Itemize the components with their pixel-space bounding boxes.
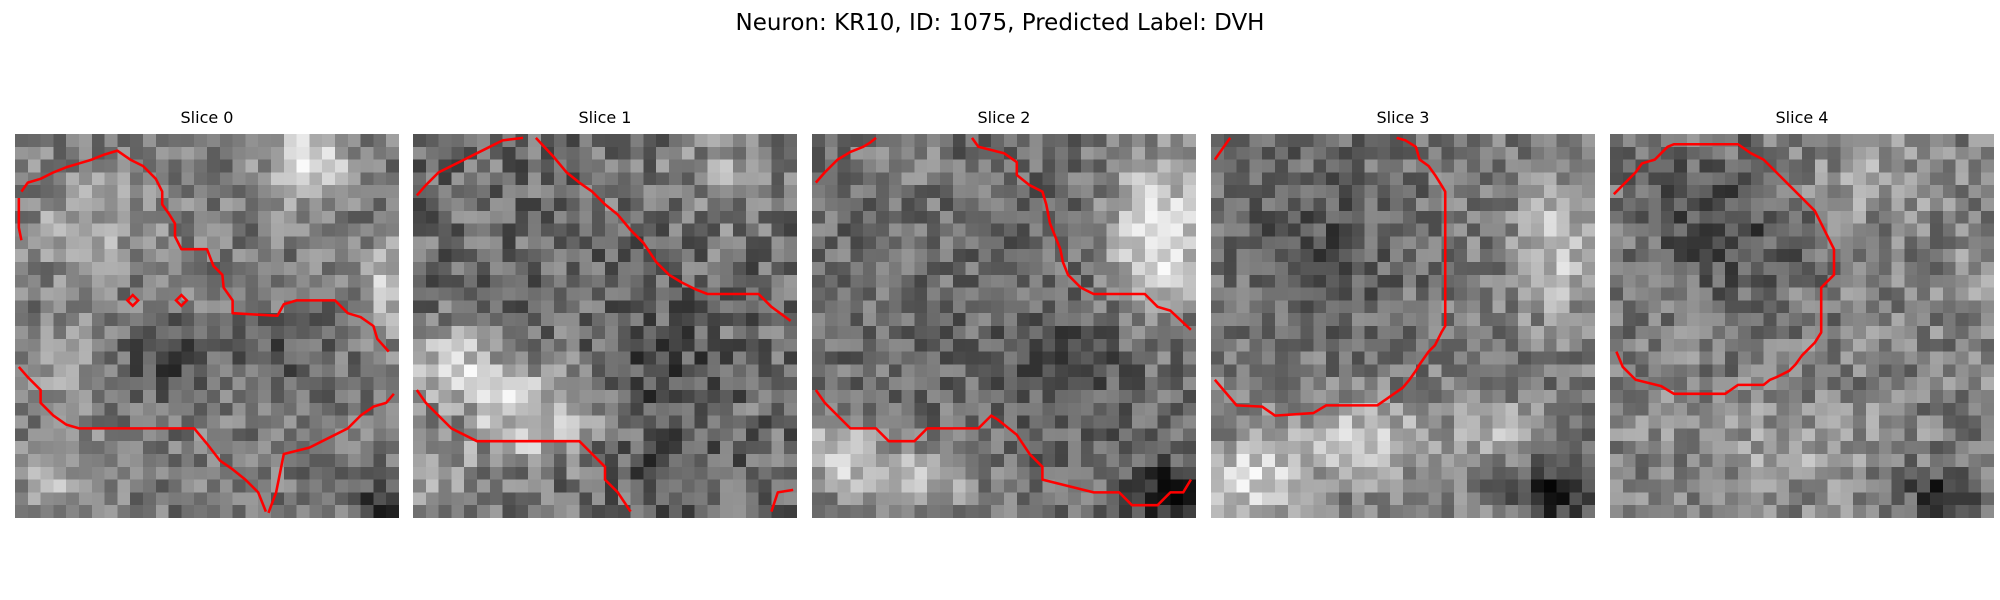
grayscale-pixel-grid	[15, 134, 399, 518]
contour-line	[17, 366, 268, 513]
contour-line	[534, 136, 792, 322]
contour-line	[267, 393, 395, 514]
figure-title: Neuron: KR10, ID: 1075, Predicted Label:…	[735, 10, 1265, 36]
contour-line	[814, 136, 877, 184]
contour-line	[415, 136, 524, 197]
slice-image	[413, 134, 797, 518]
grayscale-pixel-grid	[1610, 134, 1994, 518]
grayscale-pixel-grid	[812, 134, 1196, 518]
slice-panel-4: Slice 4	[1610, 108, 1994, 518]
contour-line	[20, 149, 390, 353]
slice-title: Slice 3	[1376, 108, 1430, 127]
slice-title: Slice 1	[578, 108, 632, 127]
slice-image	[15, 134, 399, 518]
contour-line	[770, 488, 794, 513]
slice-image	[1211, 134, 1595, 518]
contour-line	[814, 389, 1192, 507]
slice-title: Slice 0	[180, 108, 234, 127]
slice-image	[812, 134, 1196, 518]
slice-panel-2: Slice 2	[812, 108, 1196, 518]
slice-title: Slice 4	[1775, 108, 1829, 127]
slice-title: Slice 2	[977, 108, 1031, 127]
contour-line	[17, 198, 23, 241]
grayscale-pixel-grid	[413, 134, 797, 518]
grayscale-pixel-grid	[1211, 134, 1595, 518]
slice-panel-0: Slice 0	[15, 108, 399, 518]
contour-marker	[174, 293, 189, 308]
contour-line	[970, 137, 1192, 331]
contour-line	[415, 389, 632, 513]
contour-line	[1213, 137, 1232, 161]
contour-line	[1213, 136, 1447, 417]
contour-marker	[125, 293, 140, 308]
slice-image	[1610, 134, 1994, 518]
contour-line	[1612, 142, 1836, 396]
slice-panel-1: Slice 1	[413, 108, 797, 518]
slice-panel-3: Slice 3	[1211, 108, 1595, 518]
